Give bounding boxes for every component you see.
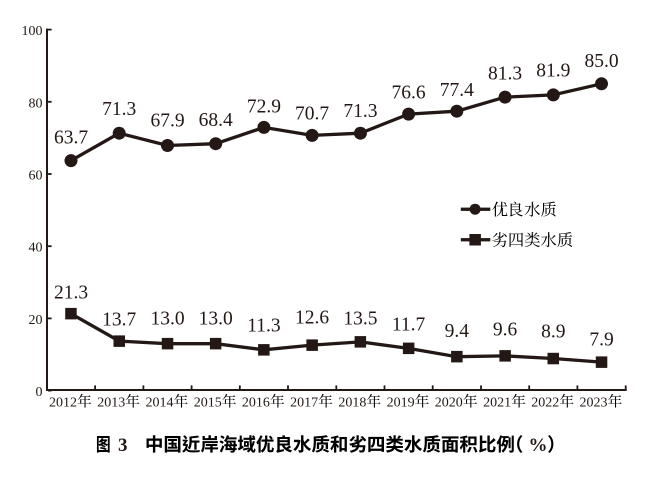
- svg-text:13.0: 13.0: [150, 309, 184, 330]
- svg-text:85.0: 85.0: [584, 51, 618, 72]
- svg-text:13.5: 13.5: [343, 309, 377, 330]
- svg-text:100: 100: [22, 24, 43, 39]
- svg-text:71.3: 71.3: [343, 101, 377, 122]
- svg-text:70.7: 70.7: [295, 104, 329, 125]
- svg-text:9.6: 9.6: [493, 320, 518, 341]
- svg-text:11.3: 11.3: [247, 316, 280, 337]
- svg-text:60: 60: [29, 169, 43, 184]
- svg-text:81.3: 81.3: [488, 63, 522, 84]
- svg-text:3: 3: [118, 435, 128, 456]
- svg-text:76.6: 76.6: [392, 82, 426, 103]
- svg-text:12.6: 12.6: [295, 308, 329, 329]
- svg-text:63.7: 63.7: [54, 127, 88, 148]
- svg-text:81.9: 81.9: [536, 61, 570, 82]
- svg-text:67.9: 67.9: [150, 111, 184, 132]
- svg-text:20: 20: [29, 313, 43, 328]
- svg-text:2012: 2012: [49, 396, 77, 411]
- svg-text:2022: 2022: [531, 396, 559, 411]
- svg-text:9.4: 9.4: [445, 321, 470, 342]
- svg-text:2018: 2018: [338, 396, 366, 411]
- svg-text:77.4: 77.4: [440, 80, 474, 101]
- svg-text:2021: 2021: [483, 396, 511, 411]
- svg-text:2015: 2015: [194, 396, 222, 411]
- svg-text:2014: 2014: [146, 396, 174, 411]
- svg-text:%: %: [529, 435, 548, 456]
- svg-text:2019: 2019: [387, 396, 415, 411]
- svg-text:2013: 2013: [97, 396, 125, 411]
- svg-text:2023: 2023: [580, 396, 608, 411]
- svg-text:80: 80: [29, 96, 43, 111]
- svg-text:7.9: 7.9: [589, 329, 613, 350]
- svg-text:13.0: 13.0: [199, 309, 233, 330]
- svg-text:72.9: 72.9: [247, 97, 281, 118]
- svg-text:8.9: 8.9: [541, 322, 565, 343]
- svg-text:13.7: 13.7: [102, 310, 136, 331]
- svg-text:2020: 2020: [435, 396, 463, 411]
- svg-text:2017: 2017: [290, 396, 318, 411]
- svg-text:68.4: 68.4: [199, 110, 233, 131]
- svg-text:0: 0: [36, 385, 43, 400]
- svg-text:71.3: 71.3: [102, 99, 136, 120]
- svg-text:11.7: 11.7: [392, 315, 426, 336]
- svg-text:40: 40: [29, 241, 43, 256]
- svg-text:2016: 2016: [242, 396, 270, 411]
- svg-text:21.3: 21.3: [54, 283, 88, 304]
